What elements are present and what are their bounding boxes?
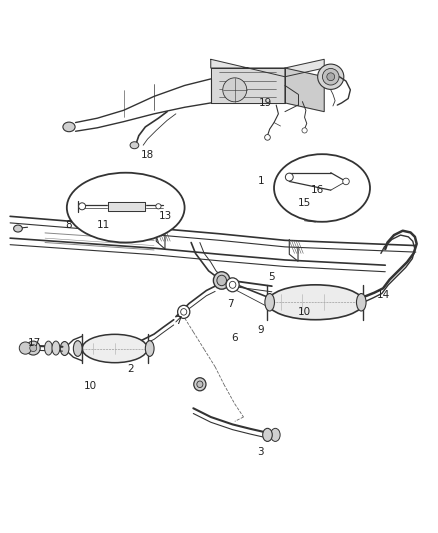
Ellipse shape — [155, 204, 161, 209]
Ellipse shape — [14, 225, 22, 232]
Ellipse shape — [264, 294, 274, 311]
Ellipse shape — [285, 173, 293, 181]
Ellipse shape — [222, 78, 246, 102]
Ellipse shape — [30, 344, 37, 352]
Ellipse shape — [60, 342, 69, 356]
Text: 16: 16 — [310, 185, 324, 195]
Text: 17: 17 — [28, 338, 41, 348]
Ellipse shape — [73, 341, 82, 357]
Text: 15: 15 — [297, 198, 311, 208]
Text: 13: 13 — [158, 211, 171, 221]
Text: 5: 5 — [268, 272, 275, 282]
Ellipse shape — [317, 64, 343, 90]
Text: 8: 8 — [66, 220, 72, 230]
Ellipse shape — [45, 341, 52, 355]
Ellipse shape — [213, 272, 230, 289]
Ellipse shape — [63, 122, 75, 132]
Ellipse shape — [196, 381, 202, 387]
Ellipse shape — [322, 68, 338, 85]
Ellipse shape — [52, 341, 60, 355]
Text: 18: 18 — [141, 150, 154, 160]
Text: 9: 9 — [257, 325, 264, 335]
Polygon shape — [210, 59, 323, 77]
Text: 14: 14 — [376, 290, 389, 300]
Text: 19: 19 — [258, 98, 271, 108]
Polygon shape — [210, 68, 284, 103]
Ellipse shape — [326, 73, 334, 80]
Ellipse shape — [78, 203, 85, 210]
Ellipse shape — [267, 285, 363, 320]
Text: 10: 10 — [84, 382, 97, 391]
Text: 7: 7 — [226, 298, 233, 309]
Ellipse shape — [130, 142, 138, 149]
Text: 7: 7 — [174, 316, 181, 326]
Text: 11: 11 — [97, 220, 110, 230]
Ellipse shape — [67, 173, 184, 243]
Text: 3: 3 — [257, 447, 264, 457]
Ellipse shape — [356, 294, 365, 311]
Ellipse shape — [273, 154, 369, 222]
Text: 6: 6 — [231, 334, 237, 343]
Ellipse shape — [262, 429, 272, 441]
Ellipse shape — [301, 128, 307, 133]
Polygon shape — [284, 68, 323, 111]
Ellipse shape — [19, 342, 32, 354]
Ellipse shape — [180, 309, 186, 315]
Ellipse shape — [193, 378, 205, 391]
Ellipse shape — [145, 341, 154, 357]
Polygon shape — [108, 202, 145, 211]
Ellipse shape — [82, 334, 147, 362]
Ellipse shape — [216, 275, 226, 286]
Ellipse shape — [177, 305, 189, 318]
Ellipse shape — [264, 134, 270, 140]
Ellipse shape — [226, 278, 239, 292]
Ellipse shape — [229, 281, 235, 288]
Ellipse shape — [270, 429, 279, 441]
Text: 1: 1 — [257, 176, 264, 187]
Text: 10: 10 — [297, 308, 311, 317]
Text: 2: 2 — [127, 364, 133, 374]
Ellipse shape — [342, 178, 349, 185]
Ellipse shape — [26, 341, 40, 355]
